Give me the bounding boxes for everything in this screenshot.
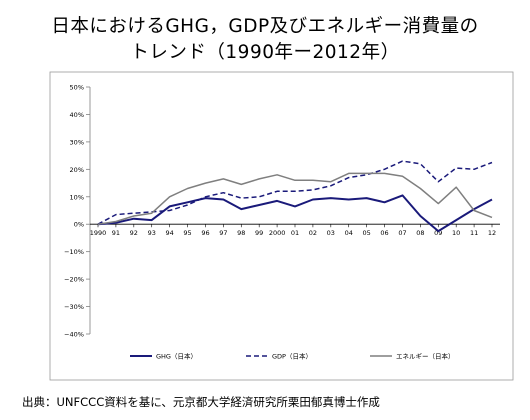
x-tick-label: 01: [291, 229, 299, 237]
x-tick-label: 09: [434, 229, 442, 237]
legend-ghg-label: GHG（日本）: [156, 352, 197, 361]
energy-line: [97, 172, 493, 225]
x-tick-label: 08: [416, 229, 424, 237]
y-tick-label: 30%: [70, 138, 84, 146]
y-tick-label: 0%: [74, 221, 84, 229]
x-tick-label: 97: [219, 229, 227, 237]
y-tick-label: −40%: [64, 331, 84, 339]
y-tick-label: −10%: [64, 248, 84, 256]
chart-title-line-2: トレンド（1990年ー2012年）: [130, 42, 400, 63]
legend-gdp-label: GDP（日本）: [272, 352, 312, 361]
plot-area: [97, 160, 493, 233]
x-tick-label: 93: [148, 229, 156, 237]
x-tick-label: 10: [452, 229, 460, 237]
y-tick-label: −20%: [64, 276, 84, 284]
x-tick-label: 05: [362, 229, 370, 237]
y-tick-label: 40%: [70, 111, 84, 119]
x-tick-label: 04: [345, 229, 353, 237]
gdp-line: [97, 160, 493, 225]
x-tick-label: 2000: [269, 229, 286, 237]
x-axis: 1990 91 92 93 94 95 96 97 98 99 2000 01 02 03 04 05 06 07…: [90, 223, 500, 237]
y-tick-label: 10%: [70, 193, 84, 201]
y-tick-label: −30%: [64, 303, 84, 311]
x-tick-label: 96: [201, 229, 209, 237]
x-tick-label: 1990: [90, 229, 107, 237]
x-tick-label: 92: [130, 229, 138, 237]
x-tick-label: 02: [309, 229, 317, 237]
x-tick-label: 12: [488, 229, 496, 237]
chart-frame: [49, 71, 514, 381]
x-tick-label: 95: [183, 229, 191, 237]
x-tick-label: 91: [112, 229, 120, 237]
x-tick-label: 07: [398, 229, 406, 237]
source-note: 出典：UNFCCC資料を基に、元京都大学経済研究所栗田郁真博士作成: [22, 395, 380, 409]
y-tick-label: 20%: [70, 166, 84, 174]
x-tick-label: 03: [327, 229, 335, 237]
chart-title-line-1: 日本におけるGHG，GDP及びエネルギー消費量の: [51, 16, 479, 37]
x-tick-label: 11: [470, 229, 478, 237]
x-tick-label: 94: [165, 229, 173, 237]
y-axis: 50% 40% 30% 20% 10% 0% −10% −20% −30% −40%: [64, 84, 91, 339]
y-tick-label: 50%: [70, 84, 84, 92]
legend: GHG（日本） GDP（日本） エネルギー（日本）: [130, 352, 455, 361]
x-tick-label: 98: [237, 229, 245, 237]
x-tick-label: 99: [255, 229, 263, 237]
x-tick-label: 06: [380, 229, 388, 237]
legend-energy-label: エネルギー（日本）: [396, 352, 455, 361]
